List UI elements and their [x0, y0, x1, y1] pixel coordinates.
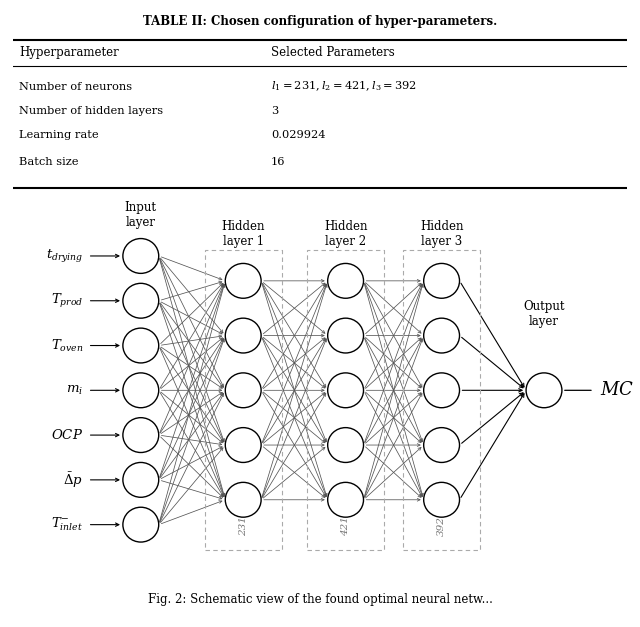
Text: $T_{oven}$: $T_{oven}$: [51, 337, 83, 354]
Text: Number of neurons: Number of neurons: [19, 82, 132, 92]
Circle shape: [225, 373, 261, 408]
Text: $T_{prod}$: $T_{prod}$: [51, 292, 83, 310]
Text: Hyperparameter: Hyperparameter: [19, 46, 118, 59]
Text: Hidden
layer 3: Hidden layer 3: [420, 220, 463, 248]
Circle shape: [328, 263, 364, 298]
Circle shape: [424, 428, 460, 463]
Circle shape: [328, 428, 364, 463]
Circle shape: [424, 263, 460, 298]
Circle shape: [328, 318, 364, 353]
Text: $m_i$: $m_i$: [66, 384, 83, 397]
Text: 16: 16: [271, 157, 285, 167]
Circle shape: [123, 418, 159, 453]
Text: Fig. 2: Schematic view of the found optimal neural netw...: Fig. 2: Schematic view of the found opti…: [148, 593, 492, 606]
Circle shape: [123, 328, 159, 363]
Text: $l_1 = 231, l_2 = 421, l_3 = 392$: $l_1 = 231, l_2 = 421, l_3 = 392$: [271, 80, 417, 93]
Bar: [307, 250, 384, 549]
Text: Hidden
layer 1: Hidden layer 1: [221, 220, 265, 248]
Text: Input
layer: Input layer: [125, 201, 157, 229]
Text: 392: 392: [437, 516, 446, 536]
Text: Output
layer: Output layer: [524, 300, 564, 328]
Circle shape: [225, 428, 261, 463]
Circle shape: [123, 283, 159, 318]
Text: Learning rate: Learning rate: [19, 130, 99, 140]
Circle shape: [225, 482, 261, 517]
Circle shape: [424, 373, 460, 408]
Text: Number of hidden layers: Number of hidden layers: [19, 106, 163, 116]
Text: $t_{drying}$: $t_{drying}$: [46, 248, 83, 265]
Circle shape: [526, 373, 562, 408]
Text: $T_{inlet}^{-}$: $T_{inlet}^{-}$: [51, 516, 83, 534]
Circle shape: [123, 463, 159, 497]
Text: 231: 231: [239, 516, 248, 536]
Circle shape: [123, 507, 159, 542]
Text: TABLE II: Chosen configuration of hyper-parameters.: TABLE II: Chosen configuration of hyper-…: [143, 15, 497, 28]
Text: $\mathit{MC}$: $\mathit{MC}$: [600, 381, 634, 399]
Text: Selected Parameters: Selected Parameters: [271, 46, 395, 59]
Bar: [403, 250, 480, 549]
Circle shape: [328, 373, 364, 408]
Circle shape: [225, 263, 261, 298]
Circle shape: [225, 318, 261, 353]
Circle shape: [328, 482, 364, 517]
Text: Batch size: Batch size: [19, 157, 79, 167]
Text: $\bar{\Delta}p$: $\bar{\Delta}p$: [63, 470, 83, 490]
Text: 0.029924: 0.029924: [271, 130, 325, 140]
Circle shape: [424, 318, 460, 353]
Circle shape: [123, 238, 159, 273]
Text: $OCP$: $OCP$: [51, 428, 83, 442]
Bar: [205, 250, 282, 549]
Circle shape: [424, 482, 460, 517]
Text: 421: 421: [341, 516, 350, 536]
Circle shape: [123, 373, 159, 408]
Text: Hidden
layer 2: Hidden layer 2: [324, 220, 367, 248]
Text: 3: 3: [271, 106, 278, 116]
